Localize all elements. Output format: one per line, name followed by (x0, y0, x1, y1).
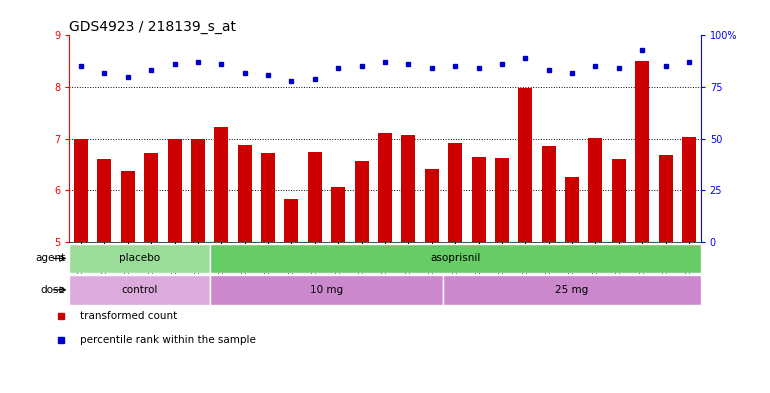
Bar (144, 153, 158, 242)
Bar (448, 143, 462, 242)
Bar (191, 138, 205, 242)
Bar (635, 61, 649, 242)
Text: percentile rank within the sample: percentile rank within the sample (80, 335, 256, 345)
Bar (378, 133, 392, 242)
Bar (355, 161, 369, 242)
Bar (682, 137, 696, 242)
Text: 10 mg: 10 mg (310, 285, 343, 295)
Bar (495, 158, 509, 242)
Text: 25 mg: 25 mg (555, 285, 589, 295)
Text: dose: dose (41, 285, 65, 295)
Bar (69, 244, 209, 273)
Bar (238, 145, 252, 242)
Text: agent: agent (35, 253, 65, 263)
Text: control: control (121, 285, 158, 295)
Bar (541, 146, 556, 242)
Bar (121, 171, 135, 242)
Bar (261, 153, 275, 242)
Text: asoprisnil: asoprisnil (430, 253, 480, 263)
Text: transformed count: transformed count (80, 311, 178, 321)
Text: placebo: placebo (119, 253, 160, 263)
Bar (209, 244, 701, 273)
Bar (401, 135, 415, 242)
Bar (209, 275, 444, 305)
Bar (308, 152, 322, 242)
Text: GDS4923 / 218139_s_at: GDS4923 / 218139_s_at (69, 20, 236, 34)
Bar (74, 138, 88, 242)
Bar (331, 187, 345, 242)
Bar (444, 275, 701, 305)
Bar (658, 155, 673, 242)
Bar (612, 159, 626, 242)
Bar (425, 169, 439, 242)
Bar (214, 127, 229, 242)
Bar (518, 88, 532, 242)
Bar (565, 177, 579, 242)
Bar (471, 156, 486, 242)
Bar (168, 138, 182, 242)
Bar (69, 275, 209, 305)
Bar (97, 159, 112, 242)
Bar (588, 138, 602, 242)
Bar (284, 199, 299, 242)
